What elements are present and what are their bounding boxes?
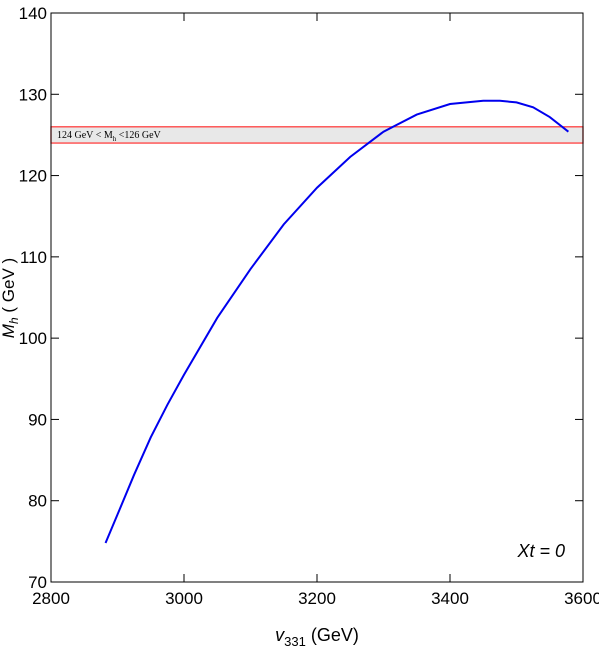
x-tick-label: 3600 xyxy=(564,589,599,608)
x-tick-label: 3400 xyxy=(431,589,469,608)
y-tick-label: 110 xyxy=(20,248,47,267)
y-tick-label: 70 xyxy=(28,573,47,592)
y-axis-label-main: M xyxy=(0,323,18,338)
x-axis-label-sub: 331 xyxy=(284,634,306,649)
band-label-sub: h xyxy=(113,135,117,143)
y-axis-label: Mh ( GeV ) xyxy=(0,258,21,338)
x-axis-label-main: v xyxy=(275,625,285,645)
y-tick-label: 90 xyxy=(28,410,47,429)
x-tick-label: 2800 xyxy=(32,589,70,608)
y-tick-label: 80 xyxy=(28,492,47,511)
y-tick-label: 100 xyxy=(19,329,47,348)
annotation: Xt = 0 xyxy=(516,541,565,561)
y-axis-label-rest: ( GeV ) xyxy=(0,258,18,318)
y-tick-label: 120 xyxy=(19,167,47,186)
x-tick-label: 3000 xyxy=(165,589,203,608)
curve xyxy=(104,99,569,544)
x-axis-label-rest: (GeV) xyxy=(306,625,359,645)
band-label-part: <126 GeV xyxy=(116,130,161,141)
y-tick-label: 140 xyxy=(19,4,47,23)
y-tick-label: 130 xyxy=(19,85,47,104)
band-label-part: 124 GeV < M xyxy=(57,130,113,141)
x-tick-label: 3200 xyxy=(298,589,336,608)
band-label: 124 GeV < Mh <126 GeV xyxy=(57,130,162,143)
x-axis-label: v331 (GeV) xyxy=(275,625,359,649)
frame xyxy=(50,12,584,583)
y-axis-label-sub: h xyxy=(7,317,21,324)
